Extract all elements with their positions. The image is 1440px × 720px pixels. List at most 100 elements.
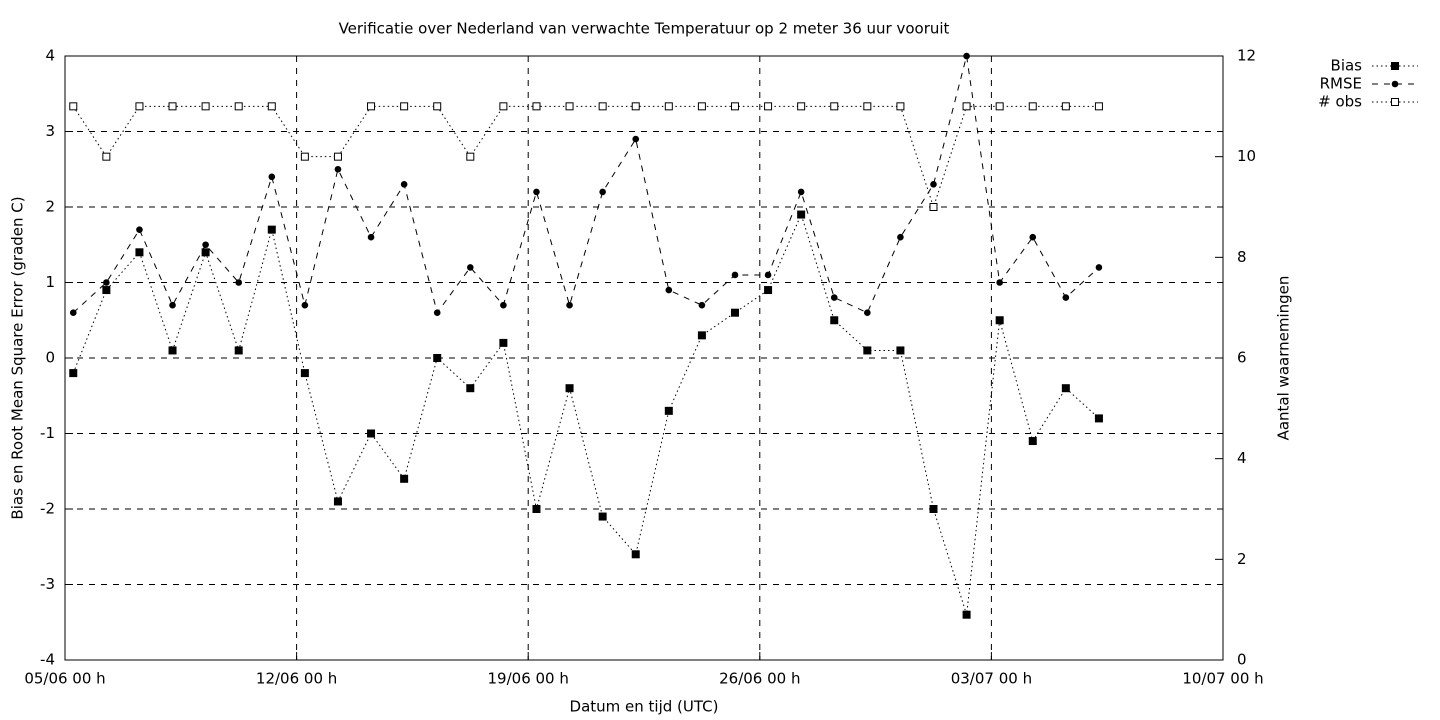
point xyxy=(896,346,905,355)
point xyxy=(697,102,706,111)
legend-label: Bias xyxy=(1331,57,1363,75)
point xyxy=(532,505,541,513)
point xyxy=(433,309,441,317)
point xyxy=(797,210,806,219)
x-tick-label: 03/07 00 h xyxy=(951,670,1032,688)
point xyxy=(863,346,872,355)
y2-tick-label: 8 xyxy=(1237,248,1247,266)
y2-axis-label: Aantal waarnemingen xyxy=(1275,276,1293,441)
point xyxy=(599,188,606,196)
point xyxy=(665,286,673,294)
y-tick-label: 0 xyxy=(45,349,55,367)
y-tick-label: -4 xyxy=(40,651,55,669)
point xyxy=(996,279,1003,286)
legend-marker xyxy=(1391,62,1399,70)
y-tick-label: -1 xyxy=(40,424,55,442)
point xyxy=(1094,102,1103,111)
y2-tick-label: 10 xyxy=(1237,147,1256,165)
x-tick-label: 05/06 00 h xyxy=(24,670,105,688)
point xyxy=(565,384,574,393)
point xyxy=(499,102,508,111)
x-tick-label: 12/06 00 h xyxy=(256,670,337,688)
y-tick-label: -3 xyxy=(40,575,55,593)
point xyxy=(103,279,110,286)
y2-tick-label: 2 xyxy=(1237,550,1247,568)
point xyxy=(168,102,177,111)
point xyxy=(201,102,210,111)
y-axis-label: Bias en Root Mean Square Error (graden C… xyxy=(9,196,27,519)
point xyxy=(995,316,1004,325)
series-line xyxy=(72,55,1100,314)
point xyxy=(897,233,904,241)
y-tick-label: 2 xyxy=(45,198,55,216)
point xyxy=(963,52,970,60)
point xyxy=(995,102,1004,111)
chart-title: Verificatie over Nederland van verwachte… xyxy=(339,20,950,38)
point xyxy=(962,610,971,619)
y2-tick-label: 6 xyxy=(1237,349,1247,367)
point xyxy=(334,165,342,173)
point xyxy=(864,309,871,317)
point xyxy=(962,102,971,111)
y2-tick-label: 12 xyxy=(1237,47,1256,65)
point xyxy=(632,135,640,143)
point xyxy=(764,286,773,295)
legend-marker xyxy=(1391,80,1399,88)
point xyxy=(235,279,242,286)
point xyxy=(400,474,409,483)
point xyxy=(500,301,507,309)
point xyxy=(565,102,574,111)
point xyxy=(234,102,243,111)
point xyxy=(201,248,210,257)
point xyxy=(797,102,806,111)
point xyxy=(135,102,144,111)
point xyxy=(234,346,243,355)
point xyxy=(333,152,342,161)
legend-marker xyxy=(1391,98,1399,106)
point xyxy=(731,271,739,279)
point xyxy=(467,264,474,271)
point xyxy=(102,286,111,295)
point xyxy=(136,226,143,233)
point xyxy=(830,316,839,325)
point xyxy=(1028,102,1037,111)
point xyxy=(598,512,607,521)
point xyxy=(764,271,772,279)
point xyxy=(830,294,838,301)
point xyxy=(499,338,508,347)
point xyxy=(202,241,209,249)
point xyxy=(764,102,773,111)
legend-label: # obs xyxy=(1318,93,1362,111)
point xyxy=(664,406,673,415)
series-line xyxy=(72,105,1099,209)
point xyxy=(433,102,442,111)
point xyxy=(863,102,872,111)
x-axis-label: Datum en tijd (UTC) xyxy=(570,698,719,716)
point xyxy=(69,309,77,317)
point xyxy=(466,384,475,393)
point xyxy=(1029,233,1037,241)
point xyxy=(300,369,309,378)
point xyxy=(69,102,78,111)
point xyxy=(301,301,309,309)
point xyxy=(929,505,938,513)
point xyxy=(69,369,78,378)
x-tick-label: 10/07 00 h xyxy=(1182,670,1263,688)
point xyxy=(367,429,376,438)
point xyxy=(1061,102,1070,111)
point xyxy=(333,497,342,506)
point xyxy=(631,102,640,111)
point xyxy=(400,181,408,188)
point xyxy=(566,301,573,309)
x-tick-label: 26/06 00 h xyxy=(719,670,800,688)
point xyxy=(102,152,111,161)
point xyxy=(466,152,475,161)
point xyxy=(267,102,276,111)
point xyxy=(300,152,309,161)
y-tick-label: -2 xyxy=(40,500,55,518)
point xyxy=(169,301,176,309)
point xyxy=(267,225,276,234)
point xyxy=(1062,294,1070,301)
point xyxy=(400,102,409,111)
point xyxy=(1061,384,1070,393)
